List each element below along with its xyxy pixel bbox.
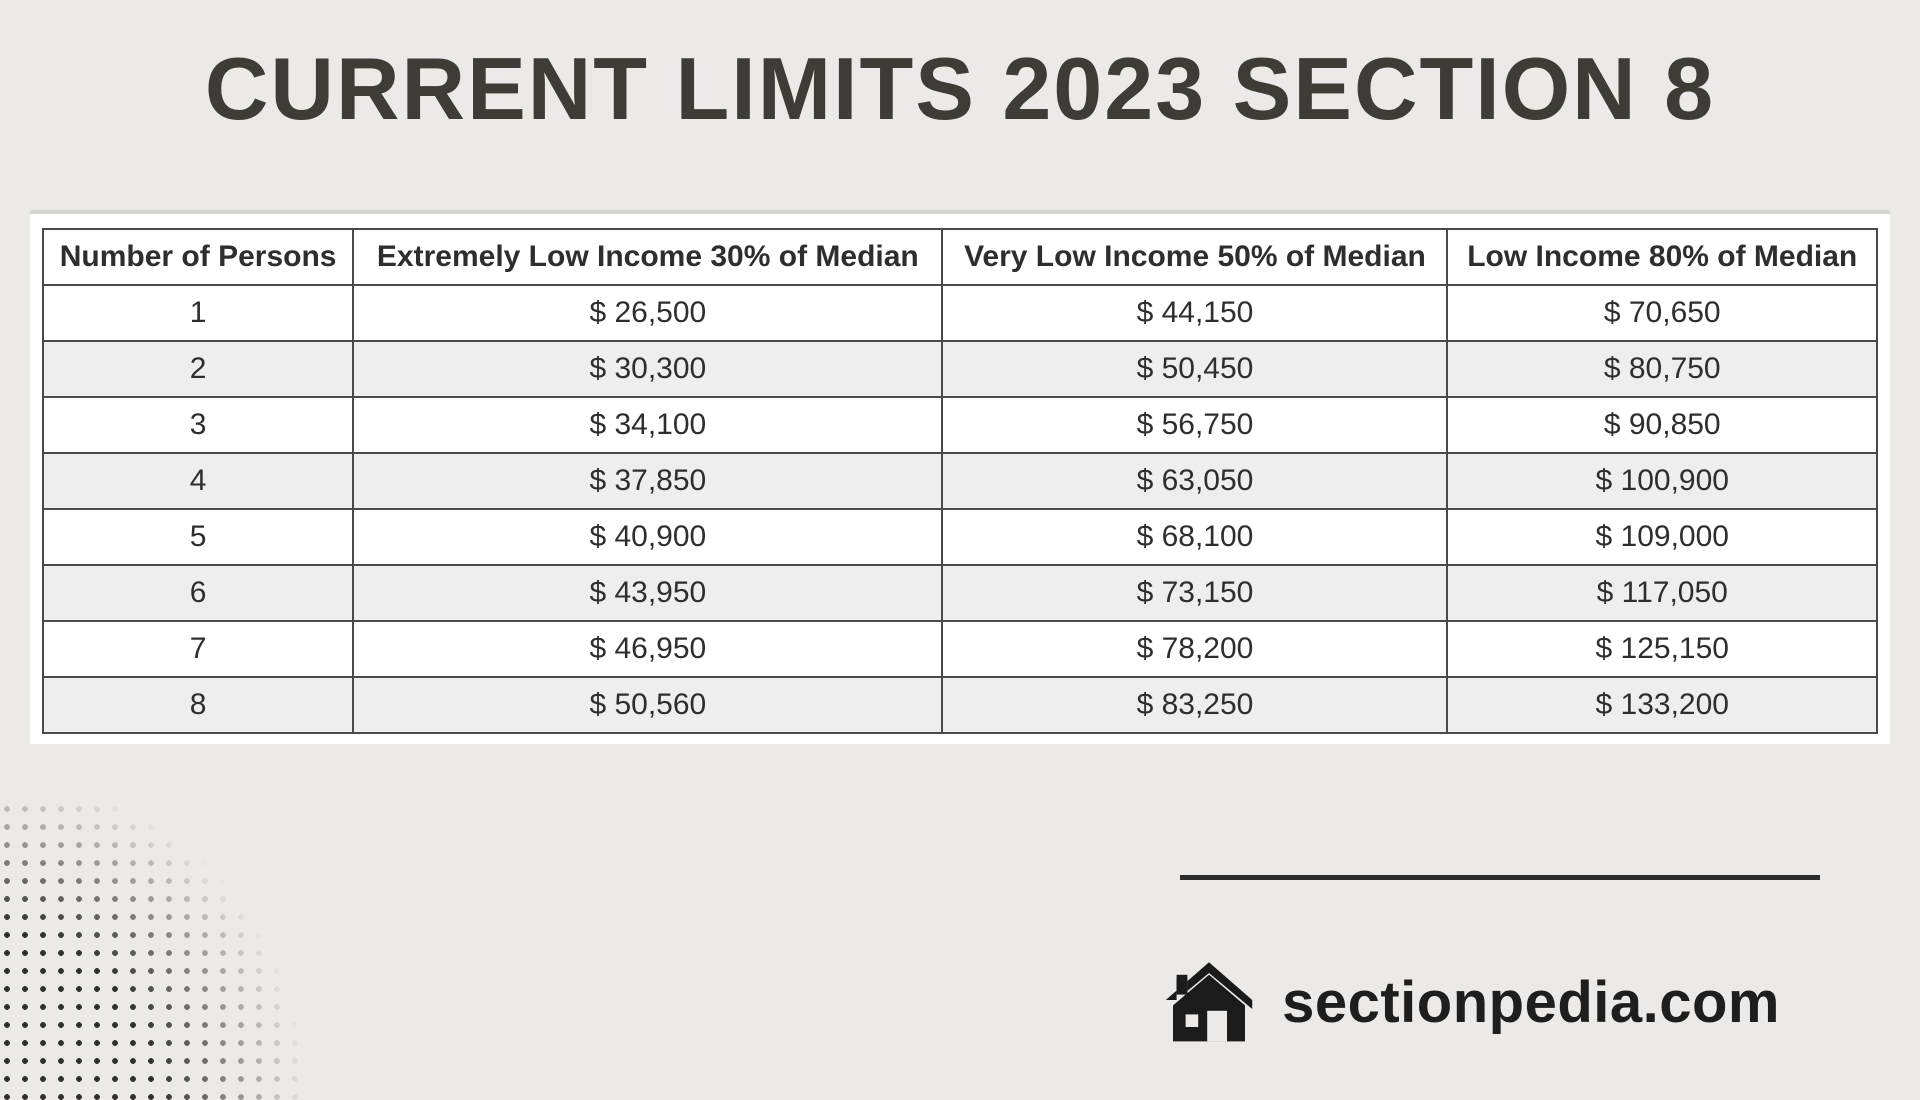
col-verylow: Very Low Income 50% of Median [942,229,1447,285]
footer: sectionpedia.com [1154,955,1780,1050]
col-low: Low Income 80% of Median [1447,229,1877,285]
table-cell: $ 34,100 [353,397,942,453]
table-cell: 5 [43,509,353,565]
income-limits-table: Number of Persons Extremely Low Income 3… [42,228,1878,734]
table-cell: $ 100,900 [1447,453,1877,509]
table-cell: $ 83,250 [942,677,1447,733]
footer-divider [1180,875,1820,880]
table-cell: $ 46,950 [353,621,942,677]
table-cell: $ 125,150 [1447,621,1877,677]
table-cell: $ 37,850 [353,453,942,509]
table-row: 3$ 34,100$ 56,750$ 90,850 [43,397,1877,453]
table-row: 2$ 30,300$ 50,450$ 80,750 [43,341,1877,397]
table-cell: $ 90,850 [1447,397,1877,453]
table-cell: 6 [43,565,353,621]
table-row: 8$ 50,560$ 83,250$ 133,200 [43,677,1877,733]
table-cell: 8 [43,677,353,733]
table-cell: $ 43,950 [353,565,942,621]
table-cell: $ 56,750 [942,397,1447,453]
table-row: 7$ 46,950$ 78,200$ 125,150 [43,621,1877,677]
table-cell: $ 133,200 [1447,677,1877,733]
table-cell: $ 117,050 [1447,565,1877,621]
table-cell: 4 [43,453,353,509]
brand-text: sectionpedia.com [1282,969,1780,1036]
table-cell: $ 30,300 [353,341,942,397]
table-cell: 7 [43,621,353,677]
halftone-decoration [0,800,300,1100]
table-row: 4$ 37,850$ 63,050$ 100,900 [43,453,1877,509]
table-cell: 3 [43,397,353,453]
table-cell: $ 50,560 [353,677,942,733]
table-cell: $ 68,100 [942,509,1447,565]
col-extremely: Extremely Low Income 30% of Median [353,229,942,285]
table-row: 1$ 26,500$ 44,150$ 70,650 [43,285,1877,341]
table-cell: $ 73,150 [942,565,1447,621]
house-icon [1154,955,1264,1050]
table-cell: $ 63,050 [942,453,1447,509]
income-limits-table-container: Number of Persons Extremely Low Income 3… [30,210,1890,744]
table-cell: $ 78,200 [942,621,1447,677]
table-cell: 2 [43,341,353,397]
table-row: 6$ 43,950$ 73,150$ 117,050 [43,565,1877,621]
table-row: 5$ 40,900$ 68,100$ 109,000 [43,509,1877,565]
table-cell: $ 26,500 [353,285,942,341]
table-cell: $ 109,000 [1447,509,1877,565]
col-persons: Number of Persons [43,229,353,285]
table-cell: $ 70,650 [1447,285,1877,341]
table-cell: $ 80,750 [1447,341,1877,397]
table-cell: $ 40,900 [353,509,942,565]
table-header-row: Number of Persons Extremely Low Income 3… [43,229,1877,285]
table-cell: $ 44,150 [942,285,1447,341]
table-cell: 1 [43,285,353,341]
page-title: CURRENT LIMITS 2023 SECTION 8 [0,0,1920,140]
table-cell: $ 50,450 [942,341,1447,397]
